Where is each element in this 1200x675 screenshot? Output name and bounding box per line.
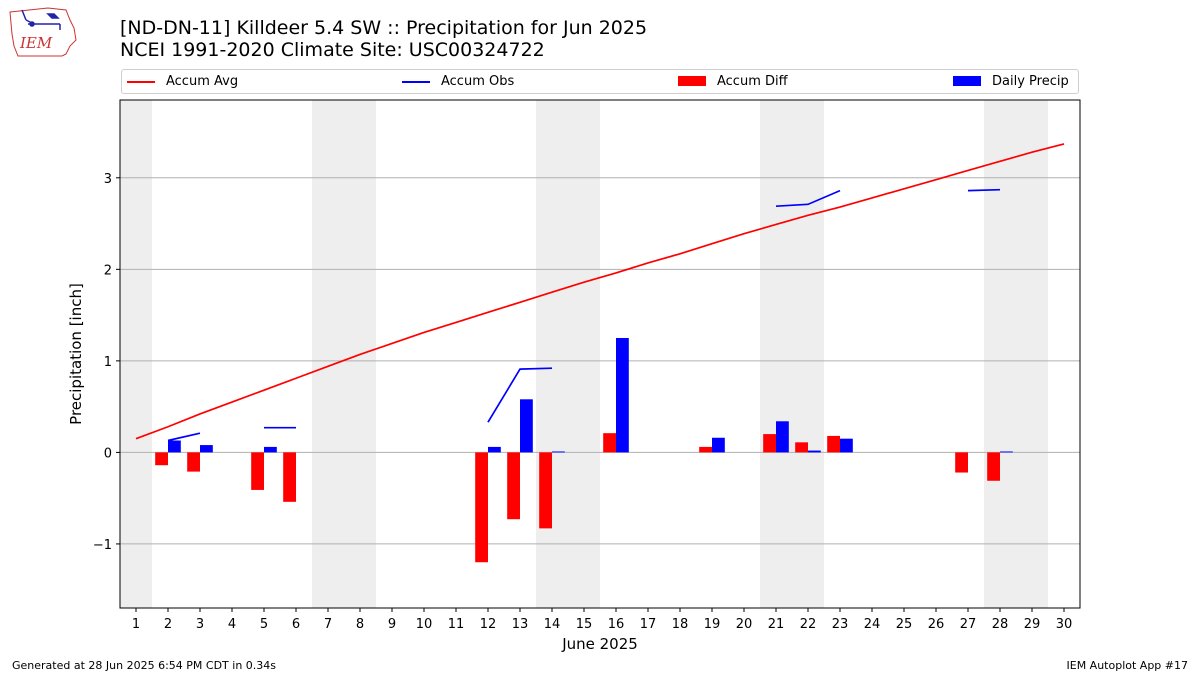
x-tick-label-28: 28	[992, 617, 1009, 632]
x-tick-label-19: 19	[704, 617, 721, 632]
x-tick-label-15: 15	[576, 617, 593, 632]
footer-app-text: IEM Autoplot App #17	[1066, 659, 1189, 672]
title-line-1: [ND-DN-11] Killdeer 5.4 SW :: Precipitat…	[120, 17, 648, 39]
bar-accum-diff-day-23	[827, 435, 840, 453]
line-accum-obs-segment-4	[775, 189, 841, 208]
x-tick-label-2: 2	[164, 617, 172, 632]
chart-legend: Accum Avg Accum Obs Accum Diff Daily Pre…	[121, 69, 1079, 94]
x-tick-label-18: 18	[672, 617, 689, 632]
bar-daily-precip-day-13	[520, 399, 533, 453]
weekend-shade-3	[536, 100, 600, 608]
x-tick-label-4: 4	[228, 617, 236, 632]
svg-text:IEM: IEM	[19, 34, 53, 52]
bar-accum-diff-day-14	[539, 452, 552, 529]
bar-accum-diff-day-5	[251, 452, 264, 490]
x-tick-label-14: 14	[544, 617, 561, 632]
x-tick-label-7: 7	[324, 617, 332, 632]
bar-accum-diff-day-22	[795, 442, 808, 453]
weekend-shade-4	[760, 100, 824, 608]
bar-daily-precip-day-23	[840, 438, 853, 453]
weekend-shade-1	[120, 100, 152, 608]
bar-accum-diff-day-28	[987, 452, 1000, 481]
bar-accum-diff-day-16	[603, 433, 616, 453]
weekend-shade-5	[984, 100, 1048, 608]
y-tick-label: 1	[104, 355, 112, 370]
line-accum-obs-segment-3	[487, 367, 553, 423]
x-tick-label-11: 11	[448, 617, 465, 632]
legend-swatch-accum-obs	[402, 81, 430, 83]
x-axis-label: June 2025	[561, 635, 638, 653]
bar-daily-precip-day-22	[808, 450, 821, 453]
iem-logo: IEM	[9, 7, 77, 57]
legend-swatch-accum-avg	[127, 81, 155, 83]
x-tick-label-8: 8	[356, 617, 364, 632]
bar-daily-precip-day-14	[552, 451, 565, 453]
x-tick-label-26: 26	[928, 617, 945, 632]
title-line-2: NCEI 1991-2020 Climate Site: USC00324722	[120, 39, 545, 61]
bar-accum-diff-day-6	[283, 452, 296, 502]
y-tick-label: 2	[104, 263, 112, 278]
bar-accum-diff-day-21	[763, 434, 776, 453]
bar-accum-diff-day-3	[187, 452, 200, 472]
line-accum-obs-segment-1	[167, 432, 201, 442]
bar-daily-precip-day-21	[776, 421, 789, 453]
bar-daily-precip-day-3	[200, 445, 213, 453]
line-accum-avg-segment-1	[135, 143, 1065, 440]
x-tick-label-30: 30	[1056, 617, 1073, 632]
legend-label-accum-obs: Accum Obs	[441, 74, 515, 89]
bar-daily-precip-day-28	[1000, 451, 1013, 453]
x-tick-label-20: 20	[736, 617, 753, 632]
bar-accum-diff-day-27	[955, 452, 968, 473]
y-tick-label: 3	[104, 172, 112, 187]
bar-daily-precip-day-19	[712, 437, 725, 453]
legend-swatch-daily-precip	[953, 76, 981, 86]
y-axis-label: Precipitation [inch]	[67, 283, 85, 425]
legend-label-accum-diff: Accum Diff	[717, 74, 788, 89]
legend-swatch-accum-diff	[678, 76, 706, 86]
x-tick-label-29: 29	[1024, 617, 1041, 632]
line-accum-obs-segment-5	[967, 188, 1001, 192]
x-tick-label-13: 13	[512, 617, 529, 632]
x-tick-label-5: 5	[260, 617, 268, 632]
bar-daily-precip-day-12	[488, 446, 501, 453]
y-tick-label: 0	[104, 446, 112, 461]
bar-accum-diff-day-2	[155, 452, 168, 466]
bar-accum-diff-day-13	[507, 452, 520, 520]
x-tick-label-23: 23	[832, 617, 849, 632]
x-tick-label-6: 6	[292, 617, 300, 632]
bar-accum-diff-day-12	[475, 452, 488, 563]
plot-frame	[119, 99, 1081, 609]
legend-label-daily-precip: Daily Precip	[992, 74, 1069, 89]
x-tick-label-1: 1	[132, 617, 140, 632]
x-tick-label-27: 27	[960, 617, 977, 632]
chart-title: [ND-DN-11] Killdeer 5.4 SW :: Precipitat…	[120, 17, 647, 61]
x-tick-label-10: 10	[416, 617, 433, 632]
x-tick-label-25: 25	[896, 617, 913, 632]
x-tick-label-17: 17	[640, 617, 657, 632]
y-tick-label: −1	[93, 538, 112, 553]
bar-accum-diff-day-19	[699, 446, 712, 453]
x-tick-label-22: 22	[800, 617, 817, 632]
x-tick-label-21: 21	[768, 617, 785, 632]
x-tick-label-16: 16	[608, 617, 625, 632]
bar-daily-precip-day-16	[616, 337, 629, 453]
footer-generated-text: Generated at 28 Jun 2025 6:54 PM CDT in …	[12, 659, 277, 672]
x-tick-label-12: 12	[480, 617, 497, 632]
x-tick-label-9: 9	[388, 617, 396, 632]
weekend-shade-2	[312, 100, 376, 608]
bar-daily-precip-day-5	[264, 446, 277, 453]
x-tick-label-3: 3	[196, 617, 204, 632]
x-tick-label-24: 24	[864, 617, 881, 632]
bar-daily-precip-day-2	[168, 440, 181, 453]
legend-label-accum-avg: Accum Avg	[166, 74, 239, 89]
